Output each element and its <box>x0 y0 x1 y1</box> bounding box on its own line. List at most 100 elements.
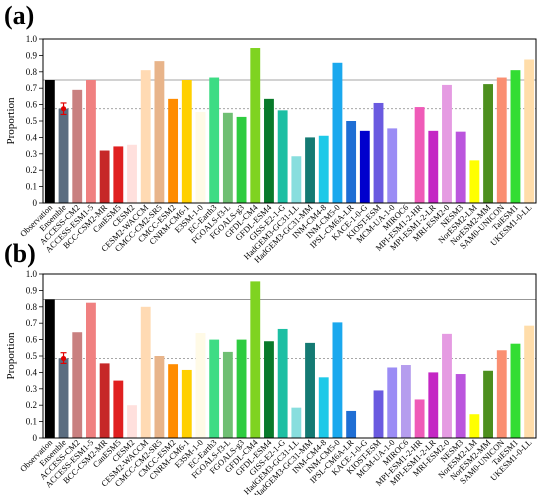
bar-access-cm2 <box>72 89 83 203</box>
bar-mpi-esm1-2-lr <box>428 372 439 438</box>
y-tick-label: 0.8 <box>26 302 38 312</box>
bar-ukesm1-0-ll <box>524 59 535 203</box>
bar-observation <box>44 80 55 203</box>
y-axis-label: Proportion <box>5 332 17 380</box>
bar-taiesm1 <box>510 70 521 203</box>
bar-nesm3 <box>455 374 466 438</box>
bar-noresm2-mm <box>483 84 493 203</box>
bar-ensemble <box>58 358 69 438</box>
bar-cmcc-cm2-sr5 <box>154 61 165 203</box>
bar-sam0-unicon <box>496 350 507 438</box>
bar-giss-e2-1-g <box>277 328 288 438</box>
bar-cmcc-esm2 <box>168 98 179 203</box>
panel-b: (b) 0 0.1 0.2 0.3 0.4 0.5 0.6 0.7 0.8 0.9 1.0 Propor… <box>4 239 537 495</box>
y-tick-label: 0.4 <box>26 367 38 377</box>
bar-ec-earth3 <box>209 339 220 438</box>
bar-mri-esm2-0 <box>442 84 452 203</box>
bar-hadgem3-gc31-mm <box>305 137 315 203</box>
y-tick-label: 0.8 <box>26 67 38 77</box>
ensemble-marker <box>60 355 67 362</box>
bar-canesm5 <box>113 146 124 203</box>
bar-fgoals-f3-l <box>222 351 233 438</box>
bar-ukesm1-0-ll <box>524 325 535 438</box>
bar-gfdl-esm4 <box>264 98 274 203</box>
panel-a: (a) 0 0.1 0.2 0.3 0.4 0.5 0.6 0.7 0.8 0.9 1.0 Propor… <box>4 1 537 265</box>
bar-hadgem3-gc31-mm <box>305 342 315 438</box>
bar-observation <box>44 299 55 438</box>
bar-ipsl-cm6a-lr <box>346 121 357 203</box>
bar-inm-cm5-0 <box>332 62 343 203</box>
panel-label: (b) <box>4 239 36 268</box>
bar-access-esm1-5 <box>86 302 96 438</box>
bar-gfdl-cm4 <box>250 281 261 438</box>
bar-cesm2 <box>127 144 137 203</box>
bar-cmcc-cm2-sr5 <box>154 356 165 438</box>
y-tick-label: 0.1 <box>26 182 37 192</box>
bar-kace-1-0-g <box>359 130 370 203</box>
y-tick-label: 0 <box>33 198 38 208</box>
bar-kiost-esm <box>373 390 384 438</box>
bar-e3sm-1-0 <box>195 333 206 438</box>
y-axis-label: Proportion <box>5 97 17 145</box>
bar-cesm2 <box>127 405 137 438</box>
bar-noresm2-mm <box>483 370 493 438</box>
plot-frame <box>42 273 537 439</box>
y-tick-label: 0 <box>33 433 38 443</box>
y-tick-label: 0.3 <box>26 384 38 394</box>
bar-hadgem3-gc31-ll <box>291 156 302 203</box>
bar-access-esm1-5 <box>86 80 96 203</box>
bar-fgoals-g3 <box>236 339 247 438</box>
bar-mpi-esm1-2-hr <box>414 107 425 203</box>
bar-noresm2-lm <box>469 414 480 438</box>
y-tick-label: 0.7 <box>26 83 38 93</box>
bar-canesm5 <box>113 380 124 438</box>
y-tick-label: 0.5 <box>26 116 38 126</box>
bar-mcm-ua-1-0 <box>387 128 398 203</box>
bar-hadgem3-gc31-ll <box>291 407 302 438</box>
y-tick-label: 0.6 <box>26 100 38 110</box>
bar-inm-cm4-8 <box>318 377 329 438</box>
bar-fgoals-f3-l <box>222 112 233 203</box>
bar-mcm-ua-1-0 <box>387 367 398 438</box>
y-tick-label: 0.9 <box>26 285 38 295</box>
bar-cesm2-waccm <box>140 70 151 203</box>
bar-nesm3 <box>455 131 466 203</box>
bar-cesm2-waccm <box>140 306 151 438</box>
y-tick-label: 1.0 <box>26 269 38 279</box>
bar-cmcc-esm2 <box>168 364 179 438</box>
bar-inm-cm5-0 <box>332 322 343 438</box>
y-tick-label: 0.2 <box>26 400 37 410</box>
bar-mpi-esm1-2-lr <box>428 130 439 203</box>
y-tick-label: 0.3 <box>26 149 38 159</box>
bar-kiost-esm <box>373 102 384 203</box>
bar-noresm2-lm <box>469 160 480 203</box>
bar-mpi-esm1-2-hr <box>414 399 425 438</box>
bar-inm-cm4-8 <box>318 135 329 203</box>
bar-bcc-csm2-mr <box>99 363 110 438</box>
y-tick-label: 0.7 <box>26 318 38 328</box>
ensemble-marker <box>60 106 67 112</box>
bar-gfdl-cm4 <box>250 48 261 203</box>
y-tick-label: 0.9 <box>26 50 38 60</box>
bar-gfdl-esm4 <box>264 341 274 438</box>
bar-bcc-csm2-mr <box>99 150 110 203</box>
bar-ec-earth3 <box>209 77 220 203</box>
bar-giss-e2-1-g <box>277 110 288 203</box>
bar-miroc6 <box>400 365 411 438</box>
y-tick-label: 1.0 <box>26 34 38 44</box>
bar-mri-esm2-0 <box>442 333 452 438</box>
y-tick-label: 0.6 <box>26 335 38 345</box>
bar-cnrm-cm6-1 <box>181 80 192 203</box>
y-tick-label: 0.2 <box>26 165 37 175</box>
panel-label: (a) <box>4 1 34 30</box>
y-tick-label: 0.4 <box>26 132 38 142</box>
plot-frame <box>42 38 537 204</box>
bar-ensemble <box>58 108 69 203</box>
bar-access-cm2 <box>72 332 83 438</box>
bar-taiesm1 <box>510 343 521 438</box>
y-tick-label: 0.5 <box>26 351 38 361</box>
bar-ipsl-cm6a-lr <box>346 410 357 438</box>
bar-fgoals-g3 <box>236 116 247 203</box>
bar-sam0-unicon <box>496 77 507 203</box>
